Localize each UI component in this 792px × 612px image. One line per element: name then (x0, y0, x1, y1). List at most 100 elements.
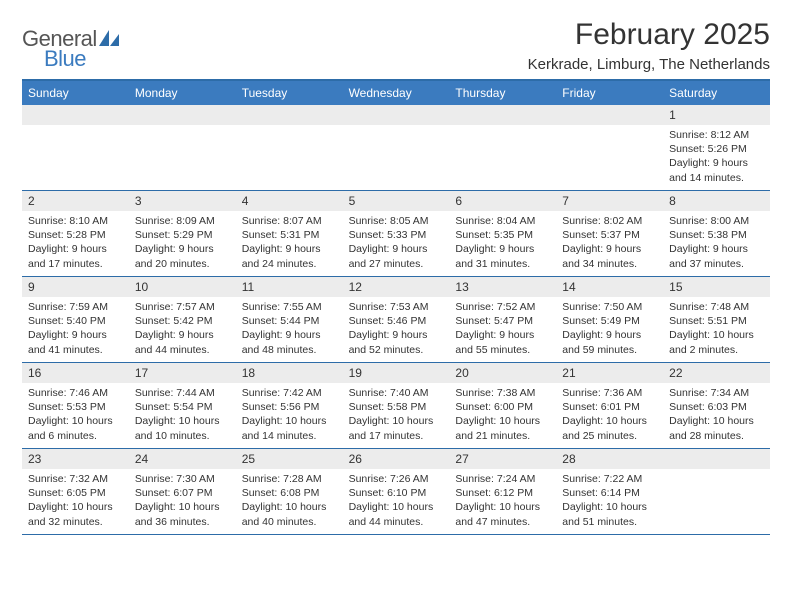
sunset-text: Sunset: 6:12 PM (455, 486, 550, 500)
sunrise-text: Sunrise: 7:44 AM (135, 386, 230, 400)
day-number: 20 (449, 363, 556, 383)
weekday-wednesday: Wednesday (343, 81, 450, 105)
daylight-text: Daylight: 10 hours and 17 minutes. (349, 414, 444, 442)
daylight-text: Daylight: 10 hours and 32 minutes. (28, 500, 123, 528)
calendar-cell: 2Sunrise: 8:10 AMSunset: 5:28 PMDaylight… (22, 191, 129, 277)
daylight-text: Daylight: 9 hours and 17 minutes. (28, 242, 123, 270)
daylight-text: Daylight: 9 hours and 59 minutes. (562, 328, 657, 356)
day-info: Sunrise: 7:44 AMSunset: 5:54 PMDaylight:… (129, 383, 236, 443)
calendar-cell: 6Sunrise: 8:04 AMSunset: 5:35 PMDaylight… (449, 191, 556, 277)
daylight-text: Daylight: 10 hours and 14 minutes. (242, 414, 337, 442)
sunset-text: Sunset: 5:38 PM (669, 228, 764, 242)
calendar-cell: 21Sunrise: 7:36 AMSunset: 6:01 PMDayligh… (556, 363, 663, 449)
sunrise-text: Sunrise: 7:46 AM (28, 386, 123, 400)
day-number: 25 (236, 449, 343, 469)
daylight-text: Daylight: 9 hours and 14 minutes. (669, 156, 764, 184)
sunrise-text: Sunrise: 7:24 AM (455, 472, 550, 486)
calendar-cell: 24Sunrise: 7:30 AMSunset: 6:07 PMDayligh… (129, 449, 236, 535)
calendar-cell (343, 105, 450, 191)
sunset-text: Sunset: 5:58 PM (349, 400, 444, 414)
calendar-cell: 25Sunrise: 7:28 AMSunset: 6:08 PMDayligh… (236, 449, 343, 535)
day-number: 13 (449, 277, 556, 297)
day-info: Sunrise: 8:07 AMSunset: 5:31 PMDaylight:… (236, 211, 343, 271)
daylight-text: Daylight: 10 hours and 44 minutes. (349, 500, 444, 528)
day-number: 1 (663, 105, 770, 125)
calendar-cell: 17Sunrise: 7:44 AMSunset: 5:54 PMDayligh… (129, 363, 236, 449)
day-number: 23 (22, 449, 129, 469)
sunrise-text: Sunrise: 8:07 AM (242, 214, 337, 228)
sunset-text: Sunset: 5:33 PM (349, 228, 444, 242)
calendar-cell: 18Sunrise: 7:42 AMSunset: 5:56 PMDayligh… (236, 363, 343, 449)
sunrise-text: Sunrise: 7:50 AM (562, 300, 657, 314)
day-number: 6 (449, 191, 556, 211)
daylight-text: Daylight: 9 hours and 34 minutes. (562, 242, 657, 270)
sunrise-text: Sunrise: 7:28 AM (242, 472, 337, 486)
day-number: 4 (236, 191, 343, 211)
sunset-text: Sunset: 5:35 PM (455, 228, 550, 242)
calendar-cell: 26Sunrise: 7:26 AMSunset: 6:10 PMDayligh… (343, 449, 450, 535)
day-number: 28 (556, 449, 663, 469)
sunrise-text: Sunrise: 7:59 AM (28, 300, 123, 314)
calendar-cell: 3Sunrise: 8:09 AMSunset: 5:29 PMDaylight… (129, 191, 236, 277)
sunrise-text: Sunrise: 8:02 AM (562, 214, 657, 228)
day-number: 11 (236, 277, 343, 297)
day-info: Sunrise: 7:42 AMSunset: 5:56 PMDaylight:… (236, 383, 343, 443)
sunset-text: Sunset: 5:51 PM (669, 314, 764, 328)
sunset-text: Sunset: 5:29 PM (135, 228, 230, 242)
day-number: 10 (129, 277, 236, 297)
sunset-text: Sunset: 5:56 PM (242, 400, 337, 414)
sunrise-text: Sunrise: 8:00 AM (669, 214, 764, 228)
sunrise-text: Sunrise: 7:30 AM (135, 472, 230, 486)
sunset-text: Sunset: 6:00 PM (455, 400, 550, 414)
daylight-text: Daylight: 9 hours and 41 minutes. (28, 328, 123, 356)
logo-stack: General Blue (22, 26, 119, 72)
day-number (129, 105, 236, 125)
day-number (343, 105, 450, 125)
calendar-cell: 7Sunrise: 8:02 AMSunset: 5:37 PMDaylight… (556, 191, 663, 277)
sunrise-text: Sunrise: 7:36 AM (562, 386, 657, 400)
logo: General Blue (22, 18, 119, 72)
calendar-cell: 9Sunrise: 7:59 AMSunset: 5:40 PMDaylight… (22, 277, 129, 363)
calendar-cell: 12Sunrise: 7:53 AMSunset: 5:46 PMDayligh… (343, 277, 450, 363)
sunrise-text: Sunrise: 7:48 AM (669, 300, 764, 314)
calendar-cell: 14Sunrise: 7:50 AMSunset: 5:49 PMDayligh… (556, 277, 663, 363)
calendar-cell: 10Sunrise: 7:57 AMSunset: 5:42 PMDayligh… (129, 277, 236, 363)
page-subtitle: Kerkrade, Limburg, The Netherlands (528, 56, 770, 73)
sunset-text: Sunset: 5:47 PM (455, 314, 550, 328)
day-number: 15 (663, 277, 770, 297)
day-number: 12 (343, 277, 450, 297)
day-number: 2 (22, 191, 129, 211)
daylight-text: Daylight: 10 hours and 2 minutes. (669, 328, 764, 356)
day-number: 18 (236, 363, 343, 383)
day-info: Sunrise: 7:34 AMSunset: 6:03 PMDaylight:… (663, 383, 770, 443)
day-number (449, 105, 556, 125)
sunrise-text: Sunrise: 7:32 AM (28, 472, 123, 486)
calendar-body: 1Sunrise: 8:12 AMSunset: 5:26 PMDaylight… (22, 105, 770, 535)
day-number: 22 (663, 363, 770, 383)
weekday-thursday: Thursday (449, 81, 556, 105)
sunrise-text: Sunrise: 7:22 AM (562, 472, 657, 486)
sunrise-text: Sunrise: 7:55 AM (242, 300, 337, 314)
day-info: Sunrise: 7:36 AMSunset: 6:01 PMDaylight:… (556, 383, 663, 443)
weekday-saturday: Saturday (663, 81, 770, 105)
day-info: Sunrise: 7:32 AMSunset: 6:05 PMDaylight:… (22, 469, 129, 529)
daylight-text: Daylight: 10 hours and 40 minutes. (242, 500, 337, 528)
day-info: Sunrise: 8:10 AMSunset: 5:28 PMDaylight:… (22, 211, 129, 271)
day-info: Sunrise: 7:40 AMSunset: 5:58 PMDaylight:… (343, 383, 450, 443)
day-info: Sunrise: 8:09 AMSunset: 5:29 PMDaylight:… (129, 211, 236, 271)
sail-icon (99, 30, 119, 46)
calendar-cell (129, 105, 236, 191)
sunset-text: Sunset: 5:42 PM (135, 314, 230, 328)
sunrise-text: Sunrise: 7:38 AM (455, 386, 550, 400)
sunset-text: Sunset: 5:31 PM (242, 228, 337, 242)
weekday-monday: Monday (129, 81, 236, 105)
day-number (236, 105, 343, 125)
daylight-text: Daylight: 9 hours and 20 minutes. (135, 242, 230, 270)
sunset-text: Sunset: 5:40 PM (28, 314, 123, 328)
day-info: Sunrise: 8:00 AMSunset: 5:38 PMDaylight:… (663, 211, 770, 271)
calendar-page: General Blue February 2025 Kerkrade, Lim… (0, 0, 792, 535)
sunset-text: Sunset: 5:28 PM (28, 228, 123, 242)
daylight-text: Daylight: 10 hours and 25 minutes. (562, 414, 657, 442)
daylight-text: Daylight: 9 hours and 37 minutes. (669, 242, 764, 270)
calendar-cell (663, 449, 770, 535)
